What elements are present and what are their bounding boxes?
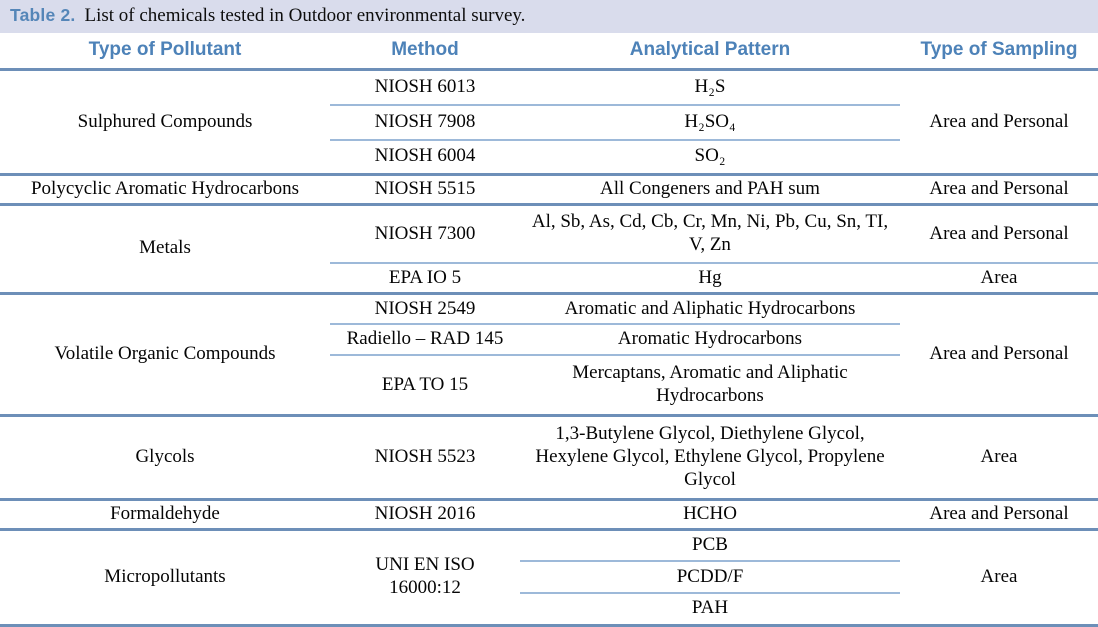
cell-pattern: SO₂ <box>520 139 900 176</box>
cell-pattern: Mercaptans, Aromatic and Aliphatic Hydro… <box>520 355 900 417</box>
cell-method: NIOSH 6004 <box>330 139 520 176</box>
table-caption: Table 2. List of chemicals tested in Out… <box>0 0 1098 33</box>
header-row: Type of Pollutant Method Analytical Patt… <box>0 33 1098 71</box>
table-row: NIOSH 7908 H₂SO₄ <box>0 104 1098 141</box>
column-header-type-of-sampling: Type of Sampling <box>900 33 1098 71</box>
cell-pattern: 1,3-Butylene Glycol, Diethylene Glycol, … <box>520 415 900 501</box>
cell-pattern: H₂SO₄ <box>520 104 900 141</box>
table-row: Polycyclic Aromatic Hydrocarbons NIOSH 5… <box>0 174 1098 206</box>
cell-sampling: Area and Personal <box>900 499 1098 531</box>
cell-method: NIOSH 7908 <box>330 104 520 141</box>
cell-pattern: Aromatic Hydrocarbons <box>520 324 900 357</box>
cell-pollutant: Formaldehyde <box>0 499 330 531</box>
cell-pollutant: Metals <box>0 204 330 295</box>
chemicals-table: Type of Pollutant Method Analytical Patt… <box>0 33 1098 627</box>
cell-pattern: HCHO <box>520 499 900 531</box>
cell-pollutant: Polycyclic Aromatic Hydrocarbons <box>0 174 330 206</box>
cell-pollutant: Sulphured Compounds <box>0 69 330 176</box>
cell-sampling: Area and Personal <box>900 204 1098 265</box>
cell-sampling: Area <box>900 529 1098 627</box>
cell-pattern: Aromatic and Aliphatic Hydrocarbons <box>520 293 900 326</box>
table-caption-text: List of chemicals tested in Outdoor envi… <box>84 5 526 26</box>
table-row: Formaldehyde NIOSH 2016 HCHO Area and Pe… <box>0 499 1098 531</box>
cell-pattern: PCB <box>520 529 900 563</box>
table-caption-label: Table 2. <box>10 5 76 25</box>
cell-method: EPA TO 15 <box>330 355 520 417</box>
cell-pollutant: Volatile Organic Compounds <box>0 293 330 417</box>
cell-pattern: All Congeners and PAH sum <box>520 174 900 206</box>
table-row: EPA IO 5 Hg Area <box>0 263 1098 295</box>
cell-sampling: Area and Personal <box>900 174 1098 206</box>
cell-pattern: PCDD/F <box>520 561 900 595</box>
cell-method: NIOSH 2549 <box>330 293 520 326</box>
table-row: Glycols NIOSH 5523 1,3-Butylene Glycol, … <box>0 415 1098 501</box>
column-header-type-of-pollutant: Type of Pollutant <box>0 33 330 71</box>
cell-pollutant: Glycols <box>0 415 330 501</box>
cell-method: EPA IO 5 <box>330 263 520 295</box>
table-row: Volatile Organic Compounds NIOSH 2549 Ar… <box>0 293 1098 417</box>
cell-sampling: Area <box>900 415 1098 501</box>
table-row: Micropollutants UNI EN ISO 16000:12 PCB … <box>0 529 1098 627</box>
table-row: Radiello – RAD 145 Aromatic Hydrocarbons <box>0 324 1098 357</box>
cell-sampling: Area <box>900 263 1098 295</box>
cell-pattern: PAH <box>520 593 900 627</box>
column-header-analytical-pattern: Analytical Pattern <box>520 33 900 71</box>
cell-pollutant: Micropollutants <box>0 529 330 627</box>
table-row: Sulphured Compounds NIOSH 6013 H₂S Area … <box>0 69 1098 176</box>
cell-pattern: Al, Sb, As, Cd, Cb, Cr, Mn, Ni, Pb, Cu, … <box>520 204 900 265</box>
cell-method: NIOSH 7300 <box>330 204 520 265</box>
table-row: NIOSH 6004 SO₂ <box>0 139 1098 176</box>
cell-method: NIOSH 6013 <box>330 69 520 106</box>
cell-method: NIOSH 2016 <box>330 499 520 531</box>
cell-pattern: H₂S <box>520 69 900 106</box>
cell-method: NIOSH 5515 <box>330 174 520 206</box>
cell-method: Radiello – RAD 145 <box>330 324 520 357</box>
cell-sampling: Area and Personal <box>900 69 1098 176</box>
column-header-method: Method <box>330 33 520 71</box>
cell-sampling: Area and Personal <box>900 293 1098 417</box>
table-row: EPA TO 15 Mercaptans, Aromatic and Aliph… <box>0 355 1098 417</box>
table-row: PCDD/F <box>0 561 1098 595</box>
cell-method: NIOSH 5523 <box>330 415 520 501</box>
cell-pattern: Hg <box>520 263 900 295</box>
table-row: Metals NIOSH 7300 Al, Sb, As, Cd, Cb, Cr… <box>0 204 1098 295</box>
cell-method: UNI EN ISO 16000:12 <box>330 529 520 627</box>
